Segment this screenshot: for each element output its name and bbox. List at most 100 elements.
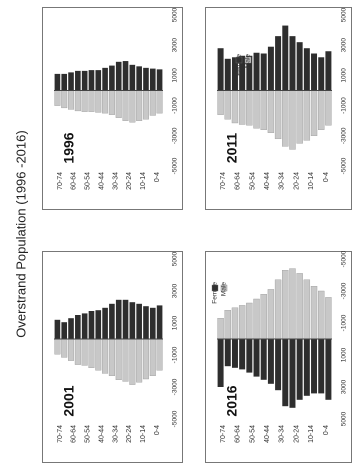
bar-male-50-54: [88, 90, 95, 112]
bar-male-60-64: [74, 90, 81, 112]
bar-male-40-44: [267, 289, 275, 340]
value-tick-label: -1000: [341, 97, 348, 114]
value-tick-label: 3000: [341, 379, 348, 394]
category-label: 60-64: [71, 172, 78, 190]
bar-male-20-24: [129, 90, 136, 123]
bar-female-0-4: [156, 305, 163, 339]
chart-svg: -5000 -3000 -1000 1000 3000 5000 70-74 60-64 50-…: [42, 251, 183, 463]
bar-male-10-14: [142, 90, 149, 120]
bar-female-10-14: [311, 53, 318, 91]
bar-male-30-34: [115, 338, 122, 380]
category-label: 50-54: [85, 172, 92, 190]
bar-female-15-19: [303, 339, 310, 396]
bar-female-45-49: [95, 310, 102, 339]
bar-male-15-19: [136, 338, 143, 383]
bar-female-50-54: [253, 52, 260, 91]
category-label: 50-54: [249, 425, 256, 443]
legend-swatch-female: [211, 284, 219, 292]
chart-1996: -5000 -3000 -1000 1000 3000 5000 70-74 60-64 50-…: [42, 7, 183, 210]
bar-female-10-14: [311, 339, 318, 394]
bar-male-50-54: [253, 298, 260, 340]
bar-male-20-24: [129, 338, 136, 385]
bar-male-35-39: [274, 279, 282, 340]
bar-male-25-29: [122, 90, 129, 121]
value-tick-label: 5000: [172, 7, 179, 22]
category-label: 20-24: [293, 425, 300, 443]
bar-male-45-49: [95, 90, 102, 113]
bar-male-25-29: [289, 90, 296, 150]
bar-male-55-59: [81, 90, 88, 112]
bar-female-50-54: [88, 70, 95, 91]
bar-male-50-54: [88, 338, 95, 368]
bar-male-45-49: [260, 90, 267, 130]
bar-female-5-9: [149, 68, 156, 91]
bar-male-45-49: [260, 294, 267, 340]
bar-female-15-19: [136, 303, 142, 339]
bar-male-25-29: [122, 338, 129, 382]
bar-male-15-19: [303, 90, 311, 141]
chart-svg: -5000 -3000 -1000 1000 3000 5000 70-74 60-64 50-…: [205, 7, 352, 210]
value-tick-label: -3000: [172, 378, 179, 395]
bar-female-55-59: [81, 70, 88, 91]
bar-male-70-74: [224, 90, 231, 120]
category-label: 20-24: [126, 425, 133, 443]
bar-female-65-69: [231, 339, 238, 368]
bar-male-40-44: [267, 90, 275, 133]
category-label: 40-44: [98, 425, 105, 443]
chart-svg: -5000 -3000 -1000 1000 3000 5000 70-74 60-64 50-…: [42, 7, 183, 210]
bar-male-65-69: [231, 90, 239, 124]
category-label: 30-34: [279, 172, 286, 190]
chart-title: 2001: [61, 385, 77, 416]
category-label: 40-44: [264, 425, 271, 443]
value-tick-label: -1000: [172, 346, 179, 363]
bar-female-40-44: [267, 46, 274, 91]
value-tick-label: -3000: [341, 127, 348, 144]
bar-male-30-34: [282, 90, 289, 147]
value-tick-label: 1000: [172, 68, 179, 83]
value-tick-label: 3000: [341, 38, 348, 53]
category-label: 50-54: [249, 172, 256, 190]
bar-male-0-4: [156, 338, 163, 371]
bar-male-5-9: [149, 338, 156, 376]
value-tick-label: -1000: [172, 97, 179, 114]
legend-label-male: Male: [221, 282, 228, 296]
bar-female-45-49: [260, 53, 267, 91]
bar-male-35-39: [274, 90, 282, 140]
bar-male-30-34: [282, 270, 289, 340]
bar-male-5-9: [318, 290, 325, 340]
value-tick-label: -3000: [172, 127, 179, 144]
bar-male-45-49: [95, 338, 102, 371]
bar-male-0-4: [325, 297, 332, 340]
category-label: 10-14: [140, 172, 147, 190]
bar-male-70-74: [224, 310, 231, 340]
bar-female-20-24: [129, 302, 136, 339]
bar-male-65-69: [231, 307, 239, 340]
bar-male-0-4: [325, 90, 332, 126]
category-label: 20-24: [126, 172, 133, 190]
legend-swatch-female: [235, 56, 243, 64]
bar-female-45-49: [95, 70, 102, 91]
category-label: 10-14: [308, 172, 315, 190]
bar-male-30-34: [115, 90, 122, 118]
chart-svg: 5000 3000 1000 -1000 -3000 -5000 70-74 60-64 50-…: [205, 251, 352, 463]
bar-female-35-39: [109, 65, 115, 91]
bar-female-5-9: [149, 307, 156, 339]
bar-female-40-44: [102, 67, 108, 91]
category-label: 70-74: [220, 425, 227, 443]
value-tick-label: 5000: [341, 411, 348, 426]
bar-female-60-64: [239, 339, 246, 370]
value-tick-label: 1000: [341, 68, 348, 83]
bar-female-70-74: [224, 339, 231, 367]
bar-male-40-44: [102, 338, 109, 374]
bar-male-70-74: [61, 90, 68, 109]
value-tick-label: -5000: [341, 251, 348, 267]
bar-female-75+: [217, 339, 224, 387]
legend-swatch-male: [244, 56, 252, 64]
chart-title: 2016: [224, 385, 240, 416]
bar-female-55-59: [246, 339, 253, 373]
bar-male-20-24: [296, 273, 303, 340]
bar-female-30-34: [282, 25, 289, 91]
bar-male-0-4: [156, 90, 163, 114]
bar-female-40-44: [267, 339, 274, 384]
bar-female-20-24: [129, 64, 136, 91]
